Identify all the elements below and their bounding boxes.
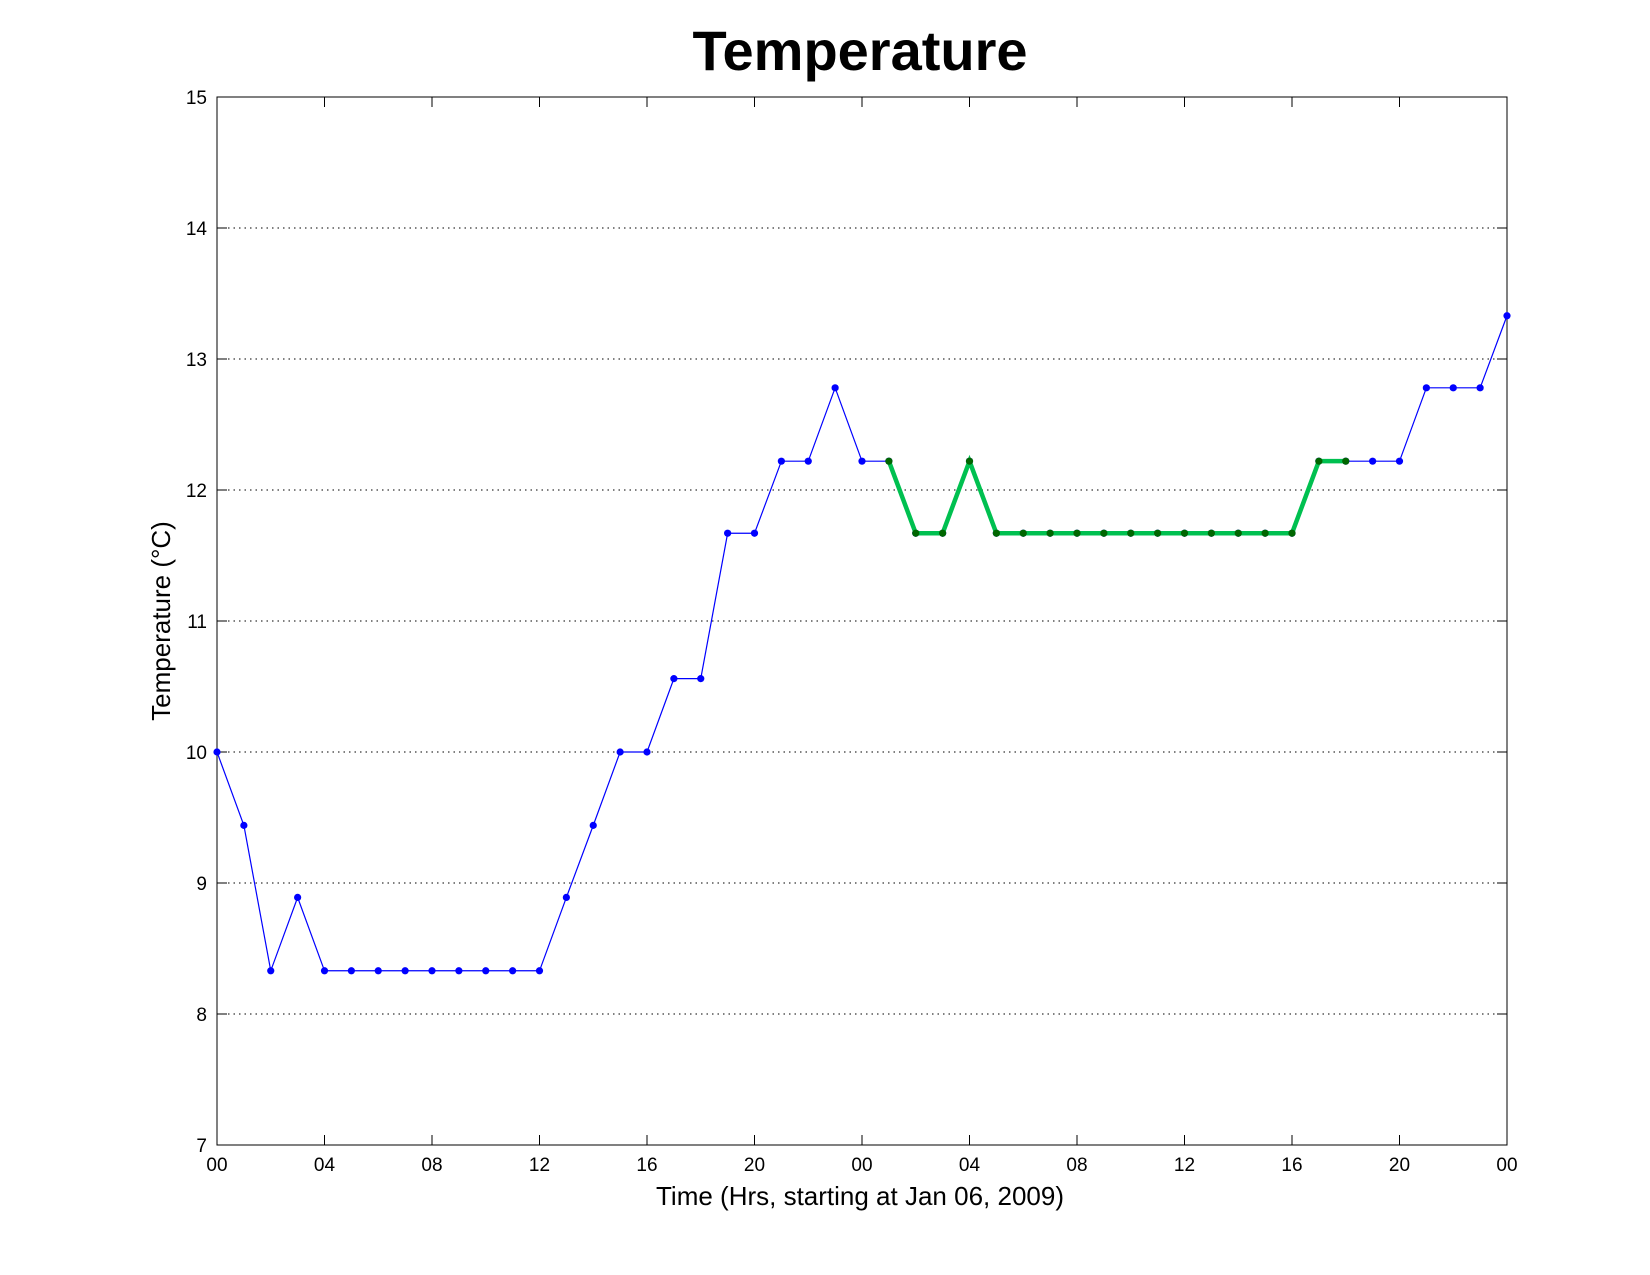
series-2-point: [1154, 529, 1162, 537]
series-1-point: [670, 675, 678, 683]
series-2-point: [1046, 529, 1054, 537]
x-tick-label: 16: [636, 1155, 657, 1176]
series-1-point: [267, 967, 275, 975]
series-1-point: [804, 457, 812, 465]
x-tick-label: 04: [314, 1155, 336, 1176]
x-tick-label: 00: [206, 1155, 227, 1176]
series-1-point: [589, 821, 597, 829]
series-1-point: [401, 967, 409, 975]
series-2-point: [1100, 529, 1108, 537]
x-tick-label: 20: [1389, 1155, 1410, 1176]
x-tick-label: 00: [1496, 1155, 1517, 1176]
series-1-point: [455, 967, 463, 975]
x-tick-label: 12: [1174, 1155, 1195, 1176]
series-2-point: [1073, 529, 1081, 537]
series-2-point: [939, 529, 947, 537]
x-axis-label: Time (Hrs, starting at Jan 06, 2009): [656, 1181, 1064, 1211]
series-1-point: [535, 967, 544, 975]
series-2-point: [992, 529, 1000, 537]
series-1-point: [482, 967, 490, 975]
series-1-point: [643, 748, 651, 756]
x-tick-label: 12: [529, 1155, 550, 1176]
series-1-point: [320, 967, 329, 975]
series-2-point: [1288, 529, 1296, 537]
series-1-point: [240, 821, 248, 829]
x-tick-label: 00: [851, 1155, 872, 1176]
series-2-point: [1127, 529, 1135, 537]
series-1-point: [697, 675, 705, 683]
series-1-point: [724, 529, 732, 537]
series-2-point: [1261, 529, 1269, 537]
x-tick-label: 08: [1066, 1155, 1087, 1176]
series-1-point: [374, 967, 382, 975]
series-2-point: [1234, 529, 1242, 537]
series-1-point: [562, 893, 570, 902]
y-axis-label: Temperature (°C): [146, 521, 176, 721]
series-1-point: [858, 457, 866, 465]
y-tick-label: 8: [196, 1005, 207, 1026]
series-1-point: [616, 748, 624, 756]
series-2-point: [1180, 529, 1189, 537]
chart-title: Temperature: [692, 19, 1027, 82]
axis-ticks: 7 8 9 10 11 12 13 14 15 00 04 08 12 16 20 00 04 08 12 16 20 0…: [186, 88, 1518, 1176]
series-1-point: [1369, 457, 1377, 465]
series-1-point: [428, 967, 436, 975]
series-1-line: [216, 315, 1508, 974]
x-tick-label: 08: [421, 1155, 442, 1176]
series-1-point: [1503, 312, 1511, 320]
series-1-point: [1422, 384, 1430, 392]
series-2-point: [1207, 529, 1215, 537]
y-tick-label: 10: [186, 743, 207, 764]
data-series: [213, 312, 1511, 975]
series-2-point: [1342, 457, 1350, 465]
y-tick-label: 9: [196, 874, 207, 895]
series-1-point: [347, 967, 355, 975]
series-1-point: [831, 384, 839, 392]
series-1-point: [750, 529, 759, 537]
y-tick-label: 15: [186, 88, 207, 109]
y-tick-label: 12: [186, 481, 207, 502]
series-2-point: [912, 529, 920, 537]
series-2-point: [885, 457, 893, 465]
series-1-point: [509, 967, 517, 975]
x-tick-label: 16: [1281, 1155, 1302, 1176]
grid-lines: [217, 227, 1507, 1015]
series-2-line: [886, 454, 1346, 536]
y-tick-label: 14: [186, 219, 208, 240]
series-2-point: [1315, 457, 1323, 465]
y-tick-label: 11: [187, 612, 207, 633]
series-2-point: [965, 457, 974, 465]
series-1-point: [1476, 384, 1484, 392]
series-1-point: [1395, 457, 1404, 465]
y-tick-label: 7: [196, 1136, 207, 1157]
series-1-point: [294, 893, 302, 902]
series-1-point: [213, 748, 221, 756]
series-2-point: [1019, 529, 1027, 537]
x-tick-label: 20: [744, 1155, 765, 1176]
series-1-point: [1449, 384, 1457, 392]
x-tick-label: 04: [959, 1155, 981, 1176]
series-1-point: [777, 457, 785, 465]
y-tick-label: 13: [186, 350, 207, 371]
